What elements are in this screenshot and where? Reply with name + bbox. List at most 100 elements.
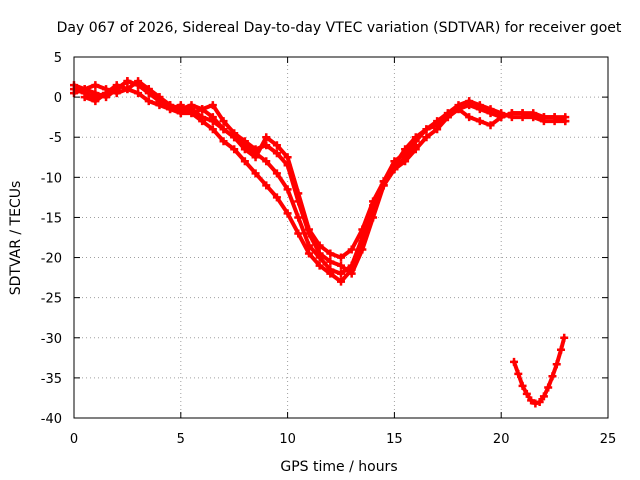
data-point bbox=[272, 169, 281, 178]
data-point bbox=[134, 89, 143, 98]
data-point bbox=[347, 245, 356, 254]
data-point bbox=[198, 105, 207, 114]
y-tick-label: -35 bbox=[41, 372, 62, 387]
y-tick-label: -10 bbox=[41, 171, 62, 186]
data-point bbox=[539, 392, 548, 401]
data-point bbox=[251, 153, 260, 162]
data-point bbox=[550, 113, 559, 122]
data-point bbox=[144, 97, 153, 106]
data-point bbox=[518, 381, 527, 390]
data-point bbox=[539, 113, 548, 122]
data-point bbox=[527, 396, 536, 405]
x-tick-label: 15 bbox=[386, 432, 403, 447]
x-axis-label: GPS time / hours bbox=[280, 459, 397, 475]
data-points bbox=[70, 77, 570, 408]
y-tick-label: -40 bbox=[41, 412, 62, 427]
data-point bbox=[219, 125, 228, 134]
data-point bbox=[304, 225, 313, 234]
x-tick-label: 0 bbox=[70, 432, 78, 447]
data-point bbox=[443, 113, 452, 122]
data-point bbox=[240, 145, 249, 154]
data-point bbox=[208, 113, 217, 122]
data-point bbox=[187, 101, 196, 110]
data-point bbox=[522, 389, 531, 398]
data-point bbox=[123, 77, 132, 86]
y-tick-label: -5 bbox=[49, 131, 62, 146]
series-track-4 bbox=[70, 77, 420, 262]
data-point bbox=[475, 117, 484, 126]
y-tick-label: -25 bbox=[41, 292, 62, 307]
data-point bbox=[304, 249, 313, 258]
data-point bbox=[465, 113, 474, 122]
data-point bbox=[262, 133, 271, 142]
data-point bbox=[518, 109, 527, 118]
data-point bbox=[91, 97, 100, 106]
data-point bbox=[262, 181, 271, 190]
x-tick-label: 25 bbox=[600, 432, 617, 447]
data-point bbox=[514, 369, 523, 378]
data-point bbox=[560, 333, 569, 342]
data-point bbox=[561, 117, 570, 126]
data-point bbox=[326, 269, 335, 278]
data-point bbox=[219, 137, 228, 146]
data-point bbox=[337, 261, 345, 270]
data-point bbox=[208, 101, 217, 110]
data-point bbox=[465, 101, 474, 110]
data-point bbox=[294, 213, 303, 222]
data-point bbox=[510, 357, 519, 366]
data-point bbox=[102, 93, 111, 102]
data-point bbox=[315, 253, 324, 262]
series-track-1 bbox=[70, 81, 570, 278]
data-point bbox=[219, 117, 228, 126]
data-point bbox=[134, 81, 143, 90]
data-point bbox=[531, 399, 540, 408]
data-point bbox=[326, 249, 335, 258]
data-point bbox=[358, 225, 367, 234]
x-tick-label: 10 bbox=[279, 432, 296, 447]
data-point bbox=[475, 105, 484, 114]
data-point bbox=[272, 149, 281, 158]
data-point bbox=[529, 109, 538, 118]
y-axis-label: SDTVAR / TECUs bbox=[8, 181, 24, 296]
data-point bbox=[272, 193, 281, 202]
data-point bbox=[422, 133, 431, 142]
axis-ticks: 0 5 10 15 20 25 5 0 -5 -10 -15 -20 -25 -30 -35 -40 bbox=[41, 51, 617, 447]
data-point bbox=[198, 117, 207, 126]
x-tick-label: 5 bbox=[177, 432, 185, 447]
data-point bbox=[272, 141, 281, 150]
data-point bbox=[497, 113, 506, 122]
data-point bbox=[283, 185, 292, 194]
data-point bbox=[433, 125, 442, 134]
data-point bbox=[486, 109, 495, 118]
data-point bbox=[91, 81, 100, 90]
data-point bbox=[144, 89, 153, 98]
plot-frame bbox=[73, 56, 609, 419]
data-point bbox=[390, 157, 399, 166]
data-point bbox=[240, 157, 249, 166]
x-tick-label: 20 bbox=[493, 432, 510, 447]
data-point bbox=[315, 241, 324, 250]
series-line bbox=[512, 335, 567, 406]
data-point bbox=[208, 125, 217, 134]
y-tick-label: 5 bbox=[54, 51, 62, 66]
data-point bbox=[294, 189, 303, 198]
data-point bbox=[454, 105, 463, 114]
data-point bbox=[80, 93, 89, 102]
data-point bbox=[283, 153, 292, 162]
data-point bbox=[535, 397, 544, 406]
data-point bbox=[337, 269, 345, 278]
data-point bbox=[401, 153, 410, 162]
data-point bbox=[326, 257, 335, 266]
data-point bbox=[411, 141, 420, 150]
data-point bbox=[251, 169, 260, 178]
data-point bbox=[262, 157, 271, 166]
data-point bbox=[187, 109, 196, 118]
data-point bbox=[294, 229, 303, 238]
data-point bbox=[80, 85, 89, 94]
data-point bbox=[347, 265, 356, 274]
data-point bbox=[123, 85, 132, 94]
data-point bbox=[358, 237, 367, 246]
chart-title: Day 067 of 2026, Sidereal Day-to-day VTE… bbox=[57, 20, 622, 36]
data-point bbox=[337, 277, 345, 286]
